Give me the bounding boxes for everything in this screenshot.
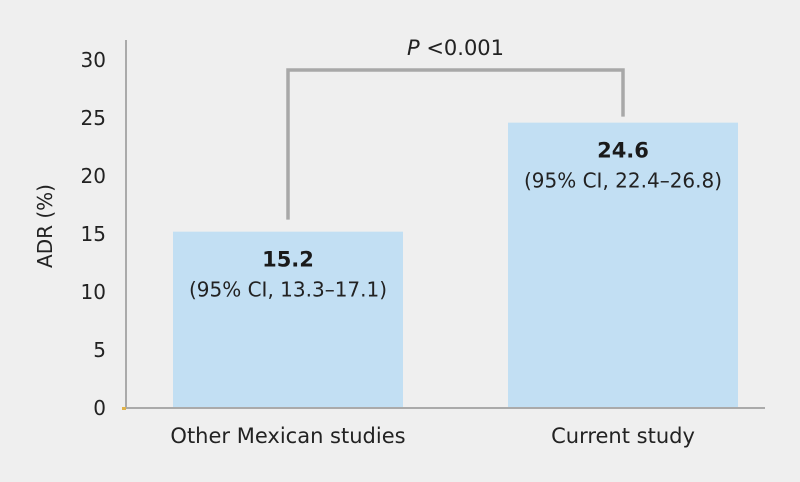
significance-bracket: P <0.001 [286, 36, 625, 220]
bar-value-label-2: 24.6 [597, 139, 649, 163]
labels-group: 15.2 (95% CI, 13.3–17.1) Other Mexican stu… [170, 139, 722, 448]
p-symbol: P [407, 36, 420, 60]
y-tick-label-15: 15 [81, 222, 106, 246]
bar-value-label-1: 15.2 [262, 248, 314, 272]
bar-ci-label-1: (95% CI, 13.3–17.1) [189, 278, 387, 302]
y-tick-label-5: 5 [93, 338, 106, 362]
x-tick-label-1: Other Mexican studies [170, 424, 405, 448]
bracket-line [286, 68, 625, 220]
x-tick-label-2: Current study [551, 424, 695, 448]
bars-group [173, 122, 738, 408]
p-value-label: P <0.001 [407, 36, 504, 60]
bar-ci-label-2: (95% CI, 22.4–26.8) [524, 169, 722, 193]
y-tick-label-0: 0 [93, 396, 106, 420]
p-value-text: <0.001 [420, 36, 504, 60]
y-tick-label-30: 30 [81, 48, 106, 72]
bar-1 [173, 231, 403, 408]
y-tick-label-10: 10 [81, 280, 106, 304]
y-tick-label-20: 20 [81, 164, 106, 188]
y-axis-title: ADR (%) [33, 184, 57, 268]
axis-origin-mark [122, 407, 126, 410]
y-tick-label-25: 25 [81, 106, 106, 130]
bar-2 [508, 122, 738, 408]
axes-group: 0 5 10 15 20 25 30 [81, 40, 765, 420]
